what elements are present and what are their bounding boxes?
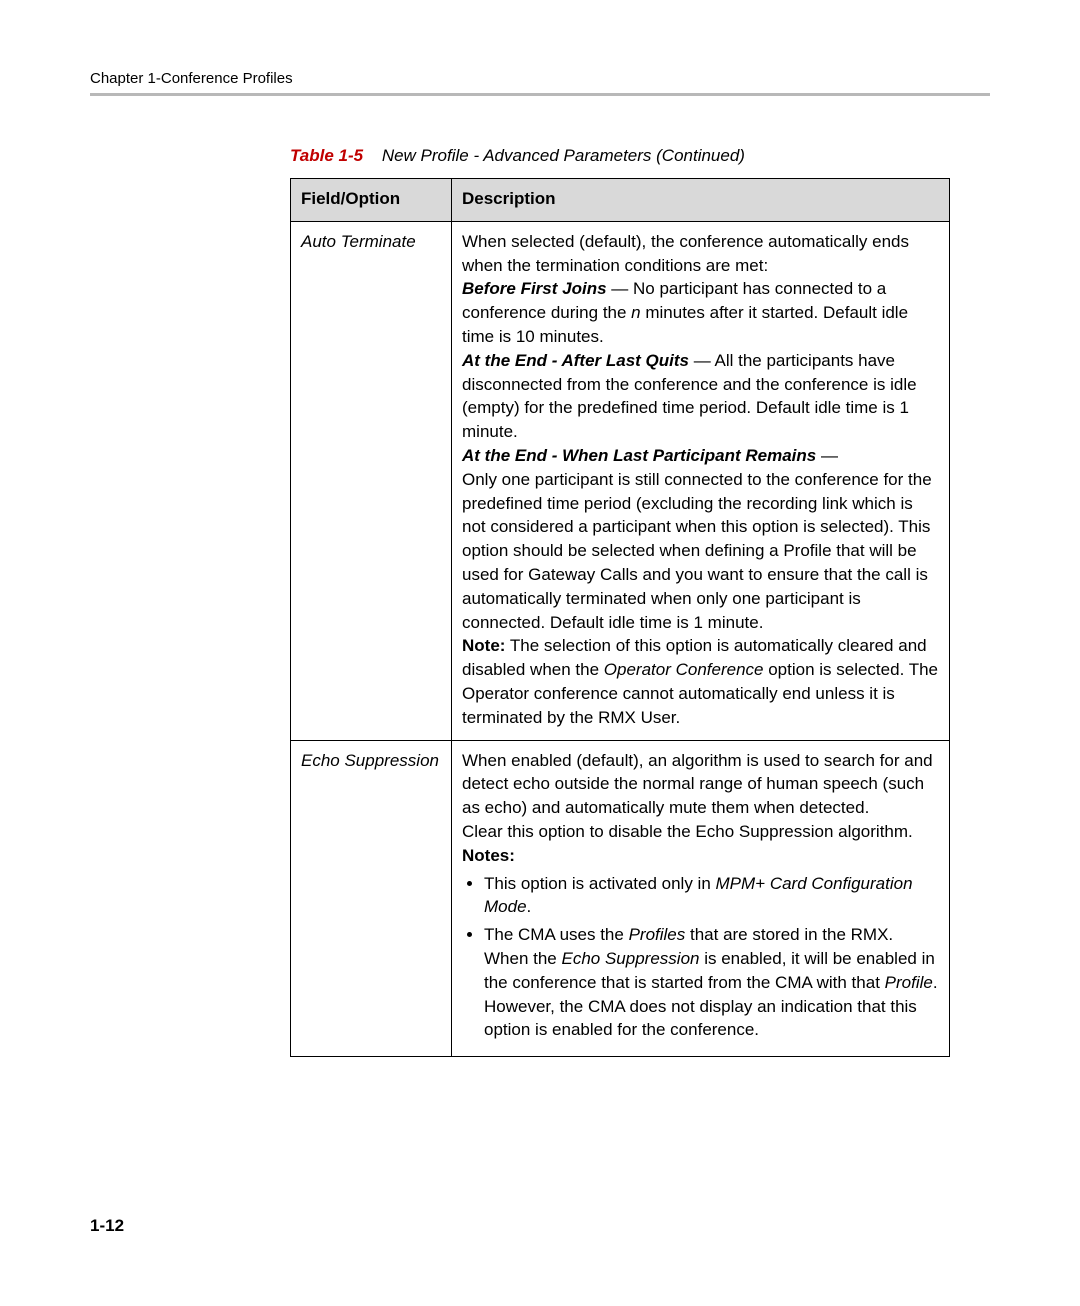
chapter-header: Chapter 1-Conference Profiles: [90, 70, 990, 87]
table-title: New Profile - Advanced Parameters (Conti…: [382, 146, 745, 165]
text-echo-suppression: Echo Suppression: [562, 949, 700, 968]
table-row: Auto Terminate When selected (default), …: [291, 221, 950, 740]
text-n: n: [631, 303, 640, 322]
list-item: The CMA uses the Profiles that are store…: [484, 923, 939, 1042]
label-after-last-quits: At the End - After Last Quits: [462, 351, 689, 370]
col-description: Description: [452, 179, 950, 222]
text: Only one participant is still connected …: [462, 470, 932, 632]
text-operator-conference: Operator Conference: [604, 660, 764, 679]
table-label: Table 1-5: [290, 146, 363, 165]
field-echo-suppression: Echo Suppression: [291, 740, 452, 1057]
table-caption: Table 1-5 New Profile - Advanced Paramet…: [290, 146, 990, 166]
text: Clear this option to disable the Echo Su…: [462, 822, 913, 841]
field-auto-terminate: Auto Terminate: [291, 221, 452, 740]
parameters-table: Field/Option Description Auto Terminate …: [290, 178, 950, 1057]
text: —: [816, 446, 838, 465]
label-when-last-participant-remains: At the End - When Last Participant Remai…: [462, 446, 816, 465]
page-number: 1-12: [90, 1216, 124, 1236]
text: .: [527, 897, 532, 916]
table-row: Echo Suppression When enabled (default),…: [291, 740, 950, 1057]
notes-list: This option is activated only in MPM+ Ca…: [462, 872, 939, 1043]
label-before-first-joins: Before First Joins: [462, 279, 607, 298]
document-page: Chapter 1-Conference Profiles Table 1-5 …: [0, 0, 1080, 1306]
text-profiles: Profiles: [629, 925, 686, 944]
list-item: This option is activated only in MPM+ Ca…: [484, 872, 939, 920]
text: This option is activated only in: [484, 874, 716, 893]
text-profile: Profile: [885, 973, 933, 992]
desc-echo-suppression: When enabled (default), an algorithm is …: [452, 740, 950, 1057]
label-note: Note:: [462, 636, 505, 655]
text: When selected (default), the conference …: [462, 232, 909, 275]
text: The CMA uses the: [484, 925, 629, 944]
col-field-option: Field/Option: [291, 179, 452, 222]
label-notes: Notes:: [462, 846, 515, 865]
header-rule: [90, 93, 990, 96]
text: When enabled (default), an algorithm is …: [462, 751, 933, 818]
desc-auto-terminate: When selected (default), the conference …: [452, 221, 950, 740]
table-header-row: Field/Option Description: [291, 179, 950, 222]
